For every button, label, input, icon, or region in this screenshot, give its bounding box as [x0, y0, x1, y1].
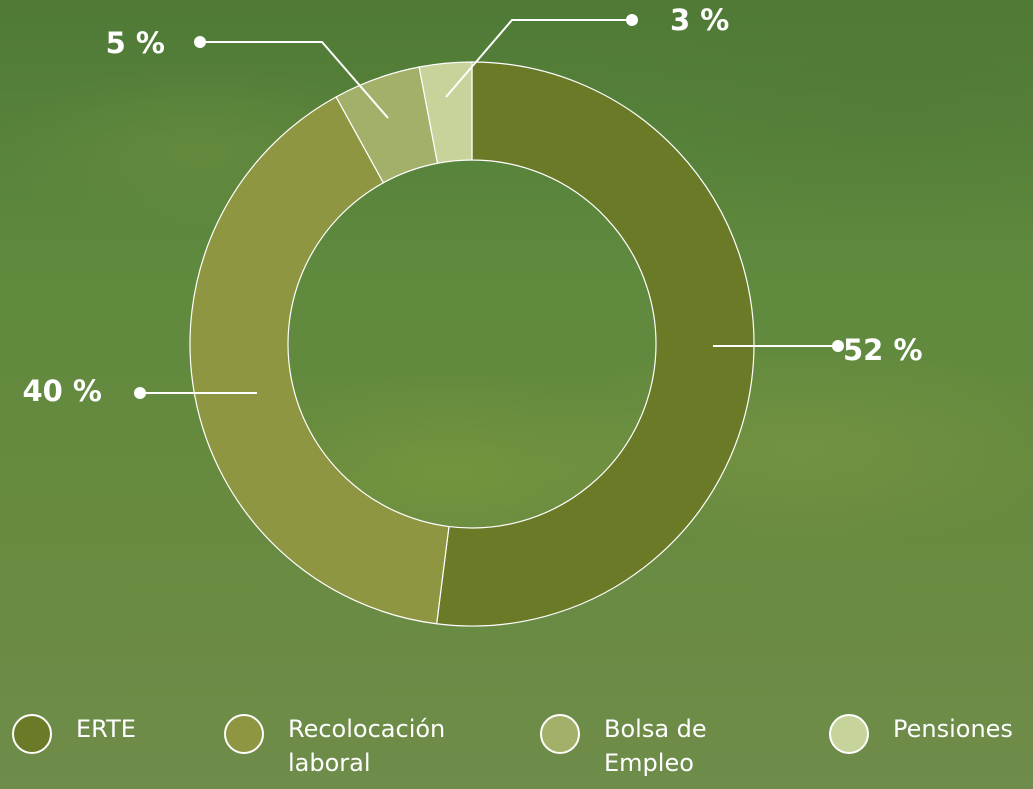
- legend-label: Pensiones: [893, 712, 1033, 746]
- legend-item: Recolocación laboral: [224, 712, 458, 780]
- legend-item: ERTE: [12, 712, 176, 754]
- legend-item: Bolsa de Empleo: [540, 712, 724, 780]
- legend-swatch: [224, 714, 264, 754]
- value-label: 40 %: [22, 374, 102, 408]
- donut-slice: [190, 97, 449, 624]
- legend-item: Pensiones: [829, 712, 1033, 754]
- legend-label: Recolocación laboral: [288, 712, 458, 780]
- value-label: 5 %: [106, 26, 165, 60]
- leader-dot: [194, 36, 206, 48]
- donut-slice: [437, 62, 754, 626]
- legend-swatch: [12, 714, 52, 754]
- legend-label: ERTE: [76, 712, 176, 746]
- legend-label: Bolsa de Empleo: [604, 712, 724, 780]
- leader-dot: [134, 387, 146, 399]
- value-label: 3 %: [670, 3, 729, 37]
- donut-chart: 52 % 40 % 5 % 3 %: [0, 0, 1033, 789]
- legend-swatch: [829, 714, 869, 754]
- legend-swatch: [540, 714, 580, 754]
- value-label: 52 %: [843, 333, 923, 367]
- leader-dot: [626, 14, 638, 26]
- chart: 52 % 40 % 5 % 3 % ERTE Recolocación laboral B…: [0, 0, 1033, 789]
